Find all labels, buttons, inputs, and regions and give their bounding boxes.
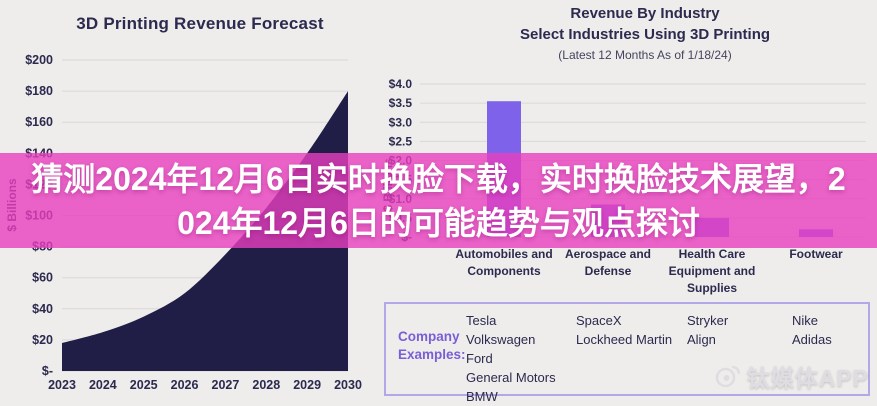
- headline-overlay-banner: 猜测2024年12月6日实时换脸下载，实时换脸技术展望，2 024年12月6日的…: [0, 153, 877, 248]
- company-examples-label: Company Examples:: [398, 329, 466, 362]
- company-example: Adidas: [792, 332, 832, 347]
- company-example: Align: [687, 332, 716, 347]
- right-chart-title-group: Revenue By Industry Select Industries Us…: [425, 5, 865, 62]
- company-example: Lockheed Martin: [576, 332, 673, 347]
- y-tick-label: $3.5: [389, 96, 413, 110]
- company-example: Nike: [792, 313, 819, 328]
- company-column-footwear: Nike Adidas: [792, 311, 832, 349]
- company-example: Ford: [466, 351, 493, 366]
- company-column-automobiles: Tesla Volkswagen Ford General Motors BMW: [466, 311, 556, 406]
- category-label: Health Care Equipment and Supplies: [669, 247, 756, 295]
- x-tick-label: 2025: [130, 378, 158, 392]
- y-tick-label: $2.5: [389, 134, 413, 148]
- y-tick-label: $3.0: [389, 115, 413, 129]
- company-example: SpaceX: [576, 313, 622, 328]
- category-label: Footwear: [789, 247, 843, 261]
- y-tick-label: $180: [25, 84, 53, 98]
- company-example: Tesla: [466, 313, 497, 328]
- tmtpost-eye-logo-icon: [715, 365, 740, 388]
- right-chart-caption: (Latest 12 Months As of 1/18/24): [558, 48, 732, 62]
- y-tick-label: $4.0: [389, 77, 413, 91]
- company-example: Stryker: [687, 313, 729, 328]
- category-label: Aerospace and Defense: [565, 247, 651, 278]
- category-label: Automobiles and Components: [455, 247, 552, 278]
- x-tick-label: 2026: [171, 378, 199, 392]
- headline-line-1: 猜测2024年12月6日实时换脸下载，实时换脸技术展望，2: [31, 160, 846, 197]
- x-tick-label: 2024: [89, 378, 117, 392]
- y-tick-label: $160: [25, 115, 53, 129]
- y-tick-label: $-: [42, 364, 53, 378]
- x-tick-label: 2027: [212, 378, 240, 392]
- left-chart-title: 3D Printing Revenue Forecast: [76, 14, 324, 33]
- company-example: Volkswagen: [466, 332, 536, 347]
- company-examples-box: Company Examples: Tesla Volkswagen Ford Gen…: [384, 302, 870, 404]
- x-tick-label: 2029: [293, 378, 321, 392]
- right-chart-title: Revenue By Industry: [570, 5, 720, 22]
- company-example: BMW: [466, 389, 498, 404]
- company-column-aerospace: SpaceX Lockheed Martin: [576, 311, 672, 349]
- tmtpost-watermark-text: 钛媒体APP: [746, 365, 869, 391]
- right-chart-subtitle: Select Industries Using 3D Printing: [519, 26, 771, 43]
- company-example: General Motors: [466, 370, 556, 385]
- company-column-healthcare: Stryker Align: [687, 311, 728, 349]
- y-tick-label: $60: [32, 271, 53, 285]
- area-series-revenue-forecast: [62, 91, 348, 371]
- x-tick-label: 2028: [252, 378, 280, 392]
- y-tick-label: $200: [25, 53, 53, 67]
- tmtpost-watermark: 钛媒体APP: [714, 359, 869, 393]
- x-tick-label: 2030: [334, 378, 362, 392]
- x-tick-label: 2023: [48, 378, 76, 392]
- y-tick-label: $20: [32, 333, 53, 347]
- y-tick-label: $40: [32, 302, 53, 316]
- headline-line-2: 024年12月6日的可能趋势与观点探讨: [177, 204, 700, 241]
